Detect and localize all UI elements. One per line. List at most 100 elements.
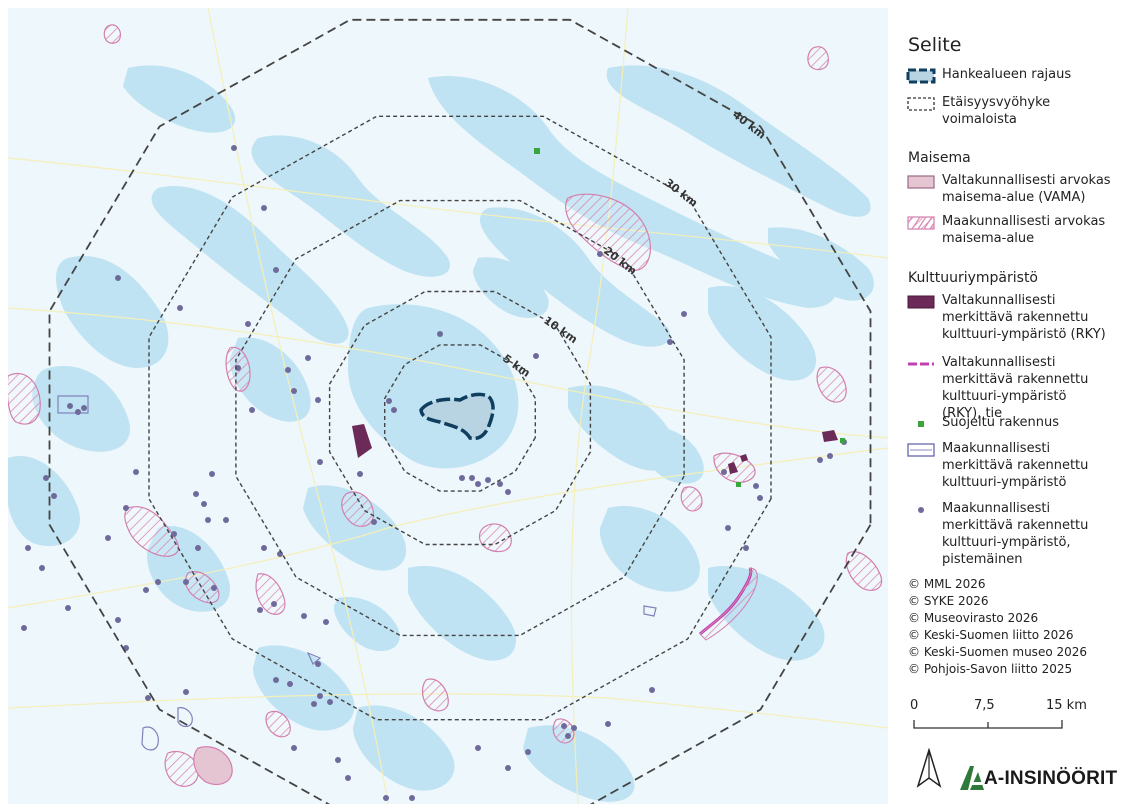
cultural-point xyxy=(469,475,475,481)
cultural-point xyxy=(323,619,329,625)
regional-cultural-area-symbol xyxy=(907,443,935,457)
copyright-list: © MML 2026 © SYKE 2026 © Museovirasto 20… xyxy=(908,576,1087,678)
cultural-point xyxy=(51,493,57,499)
ring-40km xyxy=(48,18,872,804)
cultural-point xyxy=(261,205,267,211)
legend-panel: Selite Hankealueen rajaus Etäisyysvyöhyk… xyxy=(888,0,1132,804)
cultural-point xyxy=(231,145,237,151)
cultural-point xyxy=(257,607,263,613)
legend-item-pistemainen: Maakunnallisesti merkittävä rakennettu k… xyxy=(906,500,1106,568)
ring-10km xyxy=(328,290,592,546)
cultural-point xyxy=(65,605,71,611)
legend-heading-kulttuuri: Kulttuuriympäristö xyxy=(908,270,1038,286)
a-insinoorit-logo xyxy=(960,766,984,790)
regional-landscape-symbol xyxy=(907,216,935,230)
cultural-point xyxy=(721,469,727,475)
scalebar-label-0: 0 xyxy=(910,698,919,713)
cultural-point xyxy=(285,367,291,373)
rky-symbol xyxy=(907,295,935,309)
cultural-point xyxy=(115,617,121,623)
cultural-point xyxy=(261,545,267,551)
ring-20km xyxy=(235,199,685,637)
cultural-point xyxy=(39,565,45,571)
cultural-point xyxy=(345,775,351,781)
cultural-point xyxy=(817,457,823,463)
cultural-point xyxy=(561,723,567,729)
cultural-point xyxy=(81,405,87,411)
cultural-point xyxy=(597,251,603,257)
cultural-point xyxy=(183,689,189,695)
legend-item-maakunnallinen-alue: Maakunnallisesti merkittävä rakennettu k… xyxy=(906,440,1106,491)
cultural-point xyxy=(105,535,111,541)
legend-item-vama: Valtakunnallisesti arvokas maisema-alue … xyxy=(906,172,1112,206)
cultural-point xyxy=(475,481,481,487)
cultural-point xyxy=(565,733,571,739)
cultural-point xyxy=(205,517,211,523)
legend-label: Maakunnallisesti merkittävä rakennettu k… xyxy=(942,501,1089,567)
cultural-point xyxy=(177,305,183,311)
project-boundary-symbol xyxy=(906,68,936,84)
cultural-point xyxy=(605,721,611,727)
cultural-point xyxy=(43,475,49,481)
cultural-point xyxy=(21,625,27,631)
cultural-point xyxy=(277,551,283,557)
protected-buildings xyxy=(534,148,845,487)
legend-label: Hankealueen rajaus xyxy=(942,67,1072,82)
legend-item-maakunnallinen-maisema: Maakunnallisesti arvokas maisema-alue xyxy=(906,213,1112,247)
rky-road-area xyxy=(699,567,758,641)
cultural-point xyxy=(327,699,333,705)
cultural-point xyxy=(201,501,207,507)
scalebar-label-15km: 15 km xyxy=(1046,698,1087,713)
cultural-point xyxy=(725,525,731,531)
cultural-point xyxy=(485,477,491,483)
cultural-point xyxy=(371,519,377,525)
cultural-point xyxy=(287,681,293,687)
cultural-point xyxy=(291,745,297,751)
vama-symbol xyxy=(907,175,935,189)
cultural-point xyxy=(459,475,465,481)
cultural-point xyxy=(317,693,323,699)
cultural-point xyxy=(67,403,73,409)
cultural-point xyxy=(115,275,121,281)
cultural-point xyxy=(271,601,277,607)
copyright-line: © Keski-Suomen museo 2026 xyxy=(908,645,1088,659)
cultural-point xyxy=(273,677,279,683)
cultural-point xyxy=(25,545,31,551)
cultural-point xyxy=(409,795,415,801)
cultural-point xyxy=(155,579,161,585)
cultural-point xyxy=(475,745,481,751)
legend-title: Selite xyxy=(908,34,962,56)
legend-label: Maakunnallisesti arvokas maisema-alue xyxy=(942,214,1106,246)
legend-label: Suojeltu rakennus xyxy=(942,415,1059,430)
water-bodies xyxy=(8,65,874,802)
scalebar xyxy=(913,720,1063,729)
cultural-point xyxy=(301,613,307,619)
legend-item-rky-tie: Valtakunnallisesti merkittävä rakennettu… xyxy=(906,354,1106,422)
regional-landscape-areas xyxy=(8,24,883,787)
cultural-point-symbol xyxy=(918,507,924,513)
ring-30km xyxy=(148,115,772,721)
distance-rings xyxy=(48,18,872,804)
cultural-point xyxy=(273,267,279,273)
legend-item-distance-zone: Etäisyysvyöhyke voimaloista xyxy=(906,94,1092,128)
rky-road-symbol xyxy=(908,362,934,366)
legend-label: Maakunnallisesti merkittävä rakennettu k… xyxy=(942,441,1089,490)
cultural-point xyxy=(757,495,763,501)
cultural-point xyxy=(681,311,687,317)
ring-5km xyxy=(384,344,536,492)
map-view[interactable]: 5 km 10 km 20 km 30 km 40 km xyxy=(8,8,888,804)
cultural-point xyxy=(143,587,149,593)
north-arrow-icon xyxy=(916,748,942,788)
cultural-point xyxy=(505,489,511,495)
cultural-point xyxy=(209,471,215,477)
distance-zone-symbol xyxy=(907,97,935,111)
cultural-point xyxy=(667,339,673,345)
cultural-point xyxy=(195,545,201,551)
cultural-point xyxy=(315,397,321,403)
copyright-line: © SYKE 2026 xyxy=(908,594,989,608)
cultural-point xyxy=(133,469,139,475)
legend-label: Valtakunnallisesti merkittävä rakennettu… xyxy=(942,293,1106,342)
cultural-point xyxy=(571,725,577,731)
copyright-line: © Museovirasto 2026 xyxy=(908,611,1039,625)
cultural-point xyxy=(649,687,655,693)
